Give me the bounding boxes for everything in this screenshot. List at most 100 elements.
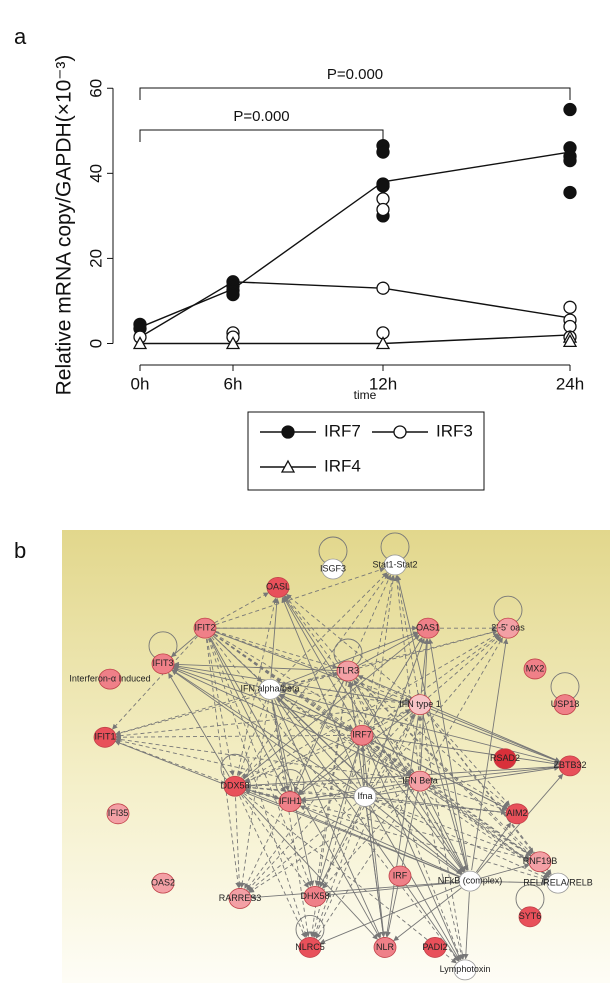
edge <box>213 634 550 878</box>
edge <box>366 745 462 961</box>
edge <box>480 880 548 886</box>
edge <box>244 680 344 890</box>
node <box>458 870 482 892</box>
edge <box>348 681 361 725</box>
node-label: IFN alpha/beta <box>240 684 299 694</box>
x-tick-label: 24h <box>556 374 584 393</box>
line <box>139 281 571 338</box>
edge <box>215 631 411 702</box>
node-label: RARRES3 <box>219 893 262 903</box>
node-label: NLR <box>376 942 395 952</box>
point <box>376 281 390 295</box>
edge <box>213 634 532 856</box>
edge <box>112 635 198 730</box>
node <box>453 959 477 981</box>
node <box>93 726 117 748</box>
node <box>518 906 542 928</box>
node-label: REL/RELA/RELB <box>523 878 593 888</box>
node-label: IFIT2 <box>194 623 215 633</box>
edge <box>212 635 263 683</box>
edge <box>209 637 286 793</box>
node-label: RNF19B <box>523 856 558 866</box>
edge <box>286 594 412 699</box>
edge <box>172 667 411 778</box>
edge <box>280 629 498 688</box>
edge <box>395 575 419 694</box>
annotation: P=0.000 <box>233 108 289 125</box>
node <box>373 937 397 958</box>
edge <box>114 740 225 783</box>
nodes: ISGF3 Stat1-Stat2 OASL IFIT2 OAS1 2'-5' oas MX… <box>69 554 593 981</box>
node <box>558 755 582 777</box>
edge <box>394 575 420 771</box>
edge <box>422 791 464 960</box>
edge <box>248 803 357 892</box>
node <box>408 694 432 716</box>
point <box>132 336 148 350</box>
edge <box>214 633 509 809</box>
node-label: IFIT3 <box>152 658 173 668</box>
edge <box>173 661 338 672</box>
node-label: NLRC5 <box>295 942 325 952</box>
node <box>523 658 547 680</box>
edge <box>370 713 415 788</box>
edge <box>370 634 500 730</box>
edge <box>325 881 460 898</box>
edge <box>245 764 560 787</box>
edge <box>173 664 260 688</box>
edge <box>277 572 388 682</box>
bracket <box>139 87 571 100</box>
edge <box>244 738 352 783</box>
point <box>281 425 295 439</box>
node-label: IFI35 <box>108 808 129 818</box>
edge <box>208 638 312 887</box>
edge <box>299 805 461 878</box>
edge <box>171 669 462 876</box>
edge <box>242 678 341 779</box>
edge <box>370 805 460 961</box>
node-label: OAS1 <box>416 623 440 633</box>
node <box>496 617 520 639</box>
edge <box>480 863 530 879</box>
edge <box>280 631 419 686</box>
node-label: Lymphotoxin <box>440 964 491 974</box>
edge <box>115 705 410 739</box>
node <box>388 865 412 887</box>
edge <box>393 887 462 942</box>
point <box>563 185 577 200</box>
node-label: 2'-5' oas <box>491 623 525 633</box>
edge <box>375 782 410 794</box>
node-label: OAS2 <box>151 878 175 888</box>
edge <box>280 672 338 688</box>
edge <box>246 743 356 891</box>
edge <box>430 764 560 781</box>
node-label: IRF7 <box>352 730 372 740</box>
node-label: USP18 <box>551 699 580 709</box>
node-label: TLR3 <box>337 665 359 675</box>
point <box>376 179 390 193</box>
edge <box>428 787 550 877</box>
node <box>416 617 440 639</box>
legend-label: IRF3 <box>436 421 473 440</box>
edge <box>422 715 469 872</box>
edge <box>245 781 410 789</box>
node-label: Ifna <box>357 791 372 801</box>
edge <box>243 634 420 780</box>
edge <box>430 708 561 763</box>
edge <box>293 680 344 793</box>
edge <box>365 575 396 786</box>
edge <box>283 596 357 726</box>
node <box>303 886 327 907</box>
node <box>553 694 577 716</box>
edge <box>315 790 415 939</box>
node <box>266 576 290 598</box>
edge <box>349 681 386 938</box>
edge <box>242 794 378 940</box>
legend-label: IRF7 <box>324 421 361 440</box>
node <box>321 558 345 580</box>
node-label: Stat1-Stat2 <box>372 559 417 569</box>
node-label: OASL <box>266 582 290 592</box>
legend-label: IRF4 <box>324 456 361 475</box>
edge <box>278 694 411 776</box>
